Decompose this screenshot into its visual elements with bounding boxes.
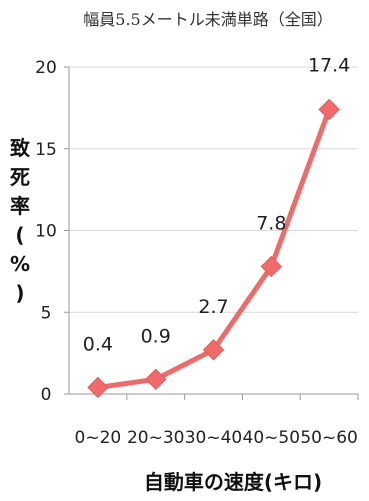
data-point [202,339,225,361]
data-label: 0.4 [83,333,113,355]
y-axis-ticks: 0 5 10 15 20 [35,58,70,405]
x-tick-label: 40~50 [243,428,301,448]
data-label: 7.8 [256,212,286,234]
data-label: 2.7 [198,296,228,318]
y-axis-title: 致死率(%) [10,136,31,305]
y-tick-label: 15 [35,140,57,160]
y-tick-label: 5 [41,303,52,323]
data-point [260,255,283,278]
data-label: 17.4 [308,55,350,77]
x-axis-title: 自動車の速度(キロ) [144,470,322,494]
x-tick-label: 0~20 [75,428,122,448]
y-tick-label: 20 [35,58,57,78]
x-tick-label: 50~60 [300,428,358,448]
data-point [318,98,340,121]
y-tick-label: 0 [41,385,52,405]
y-tick-label: 10 [35,222,57,242]
data-point [87,376,109,399]
x-tick-label: 30~40 [185,428,243,448]
x-axis-ticks: 0~20 20~30 30~40 40~50 50~60 [69,393,359,448]
x-tick-label: 20~30 [127,428,185,448]
series-layer [87,98,340,399]
data-point [144,368,167,390]
data-labels: 0.4 0.9 2.7 7.8 17.4 [83,55,350,356]
chart-title: 幅員5.5メートル未満単路（全国） [83,10,332,29]
data-label: 0.9 [141,325,171,347]
